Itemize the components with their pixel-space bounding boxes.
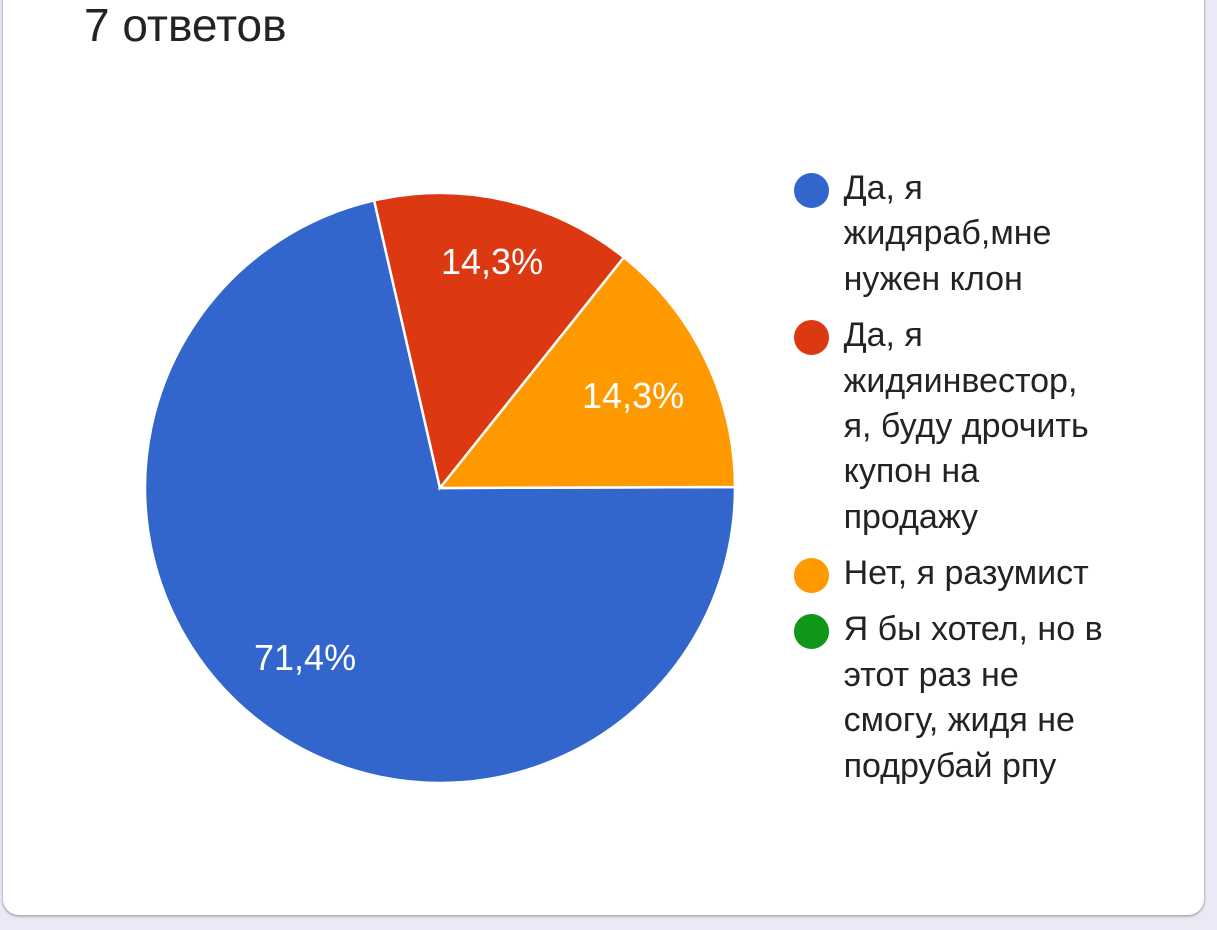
svg-text:14,3%: 14,3% (441, 241, 543, 282)
svg-text:14,3%: 14,3% (582, 375, 684, 416)
svg-text:71,4%: 71,4% (254, 637, 356, 678)
